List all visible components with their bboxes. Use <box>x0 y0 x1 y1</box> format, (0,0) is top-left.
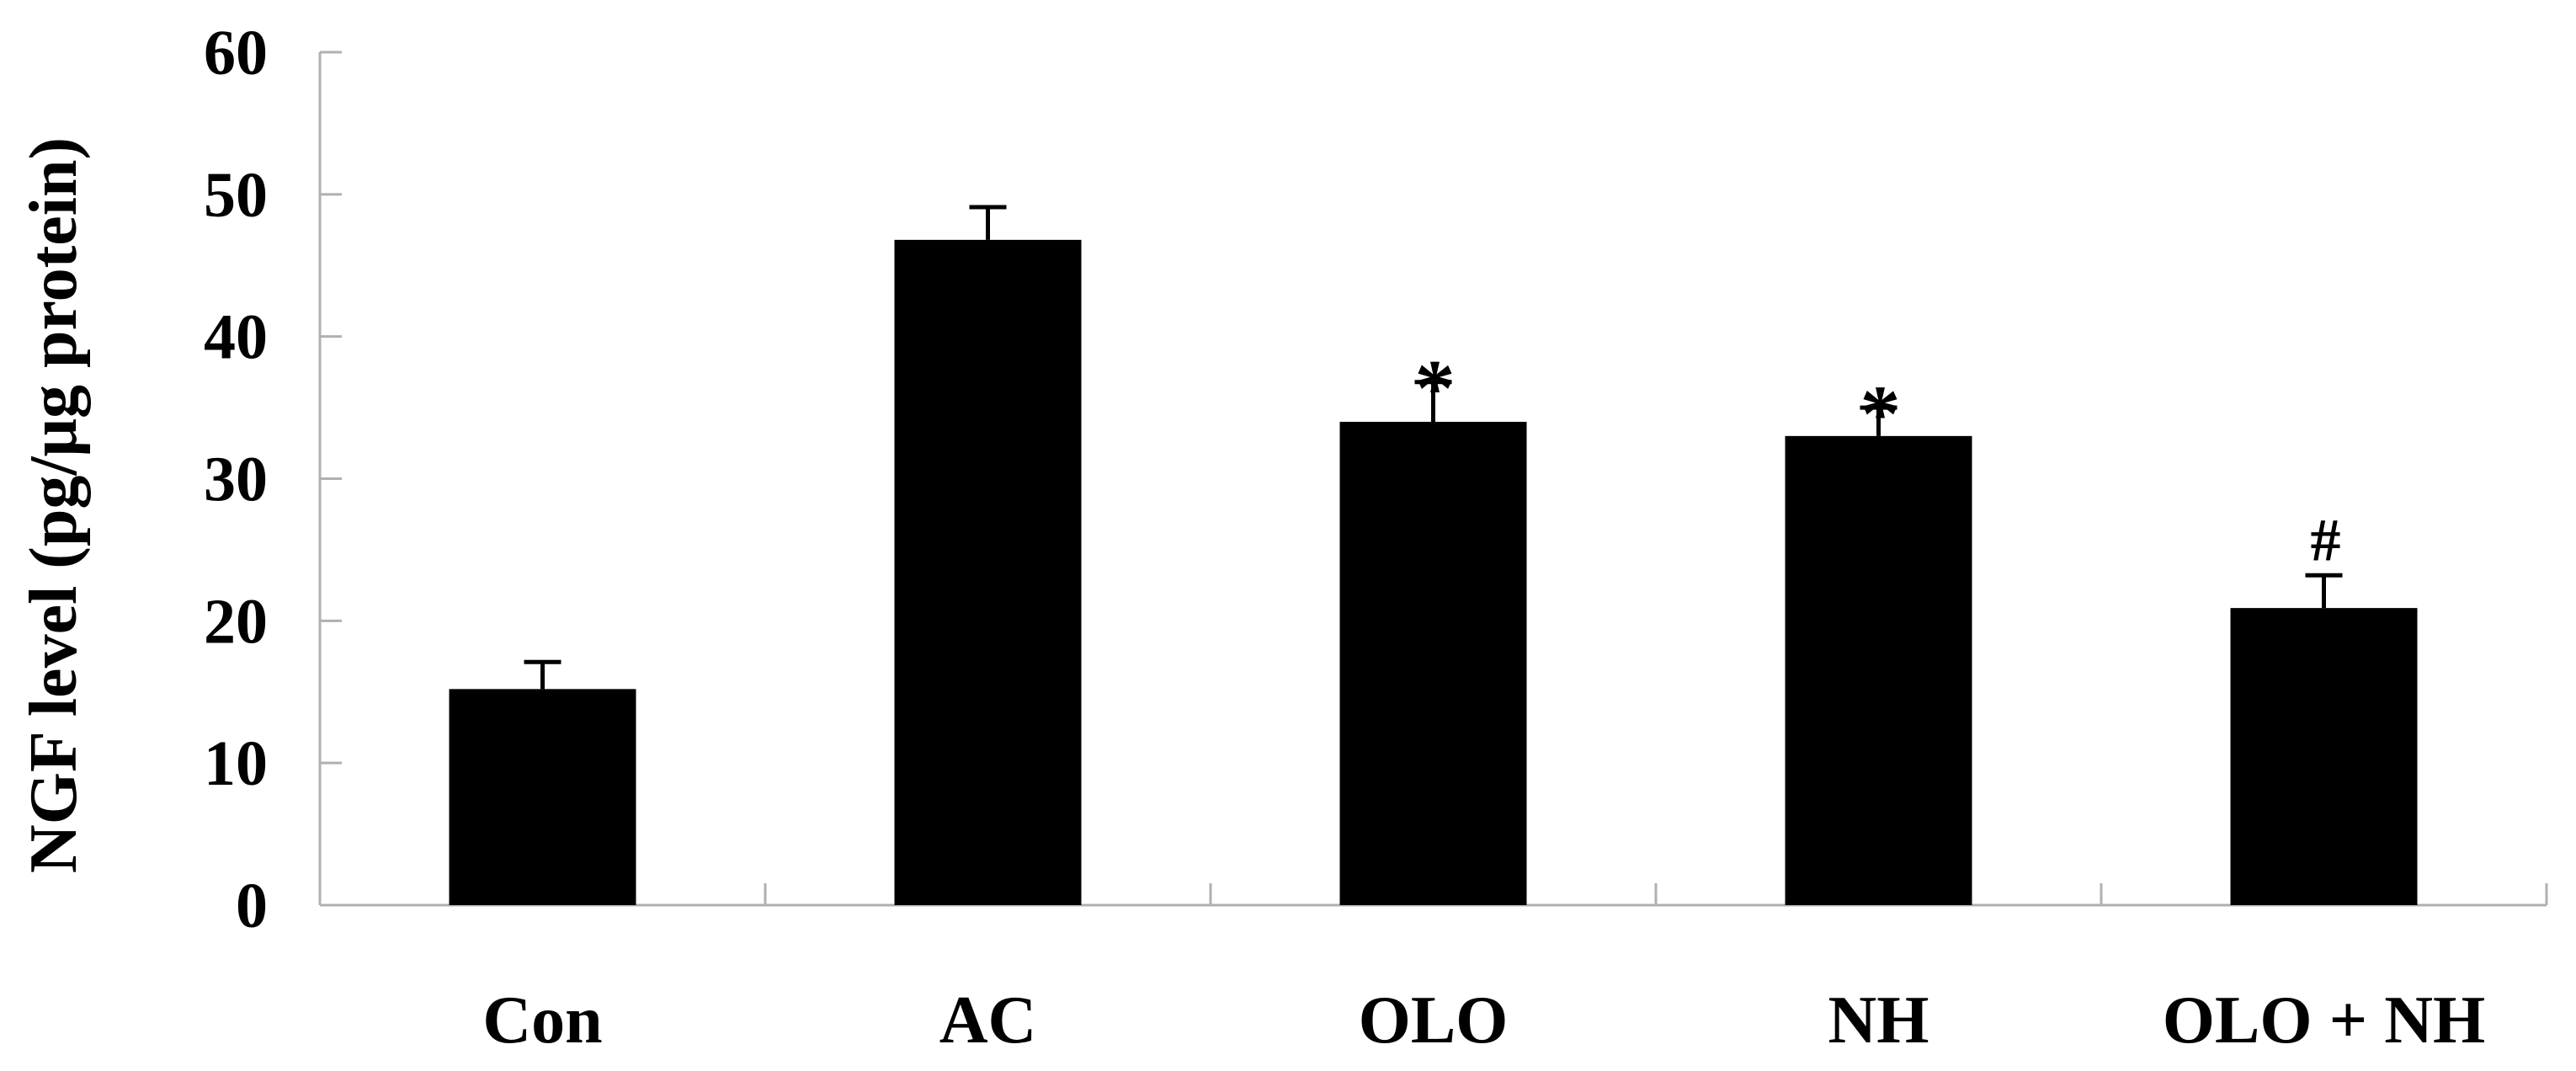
significance-star: * <box>1415 344 1456 434</box>
y-tick-label: 30 <box>204 445 268 515</box>
bars <box>449 239 2418 905</box>
bar <box>1339 421 1527 905</box>
x-category-label: Con <box>482 983 602 1058</box>
labels: 0 10 20 30 40 50 60 Con AC * OLO * NH # OLO + NH <box>204 18 2485 1058</box>
y-tick-label: 60 <box>204 18 268 88</box>
x-category-label: AC <box>939 983 1037 1058</box>
x-category-label: OLO <box>1359 983 1509 1058</box>
x-category-label: OLO + NH <box>2163 983 2485 1058</box>
error-bars <box>524 205 2343 690</box>
y-tick-label: 0 <box>236 871 268 941</box>
y-tick-label: 50 <box>204 160 268 231</box>
significance-star: * <box>1860 369 1901 459</box>
y-tick-label: 20 <box>204 586 268 657</box>
y-axis-title: NGF level (pg/μg protein) <box>17 137 91 873</box>
bar <box>1785 435 1972 905</box>
bar <box>449 689 636 905</box>
y-tick-label: 40 <box>204 302 268 373</box>
x-category-label: NH <box>1828 983 1929 1058</box>
y-tick-label: 10 <box>204 728 268 799</box>
bar <box>894 239 1082 905</box>
significance-hash: # <box>2311 506 2341 573</box>
bar <box>2230 608 2418 905</box>
